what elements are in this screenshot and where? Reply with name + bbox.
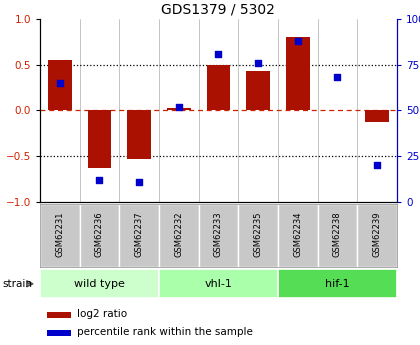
Text: GSM62237: GSM62237 bbox=[134, 211, 144, 257]
Text: GSM62238: GSM62238 bbox=[333, 211, 342, 257]
Bar bbox=[246, 71, 270, 110]
Bar bbox=[159, 269, 278, 298]
Point bbox=[255, 60, 261, 66]
Point bbox=[56, 80, 63, 86]
Text: GSM62235: GSM62235 bbox=[254, 211, 262, 257]
Text: GSM62236: GSM62236 bbox=[95, 211, 104, 257]
Bar bbox=[40, 269, 159, 298]
Point bbox=[176, 104, 182, 109]
Text: wild type: wild type bbox=[74, 279, 125, 289]
Title: GDS1379 / 5302: GDS1379 / 5302 bbox=[161, 2, 276, 17]
Point bbox=[215, 51, 222, 57]
Text: GSM62239: GSM62239 bbox=[373, 211, 381, 257]
Bar bbox=[167, 108, 191, 110]
Bar bbox=[207, 65, 230, 110]
Bar bbox=[87, 110, 111, 168]
Bar bbox=[357, 204, 397, 267]
Bar bbox=[199, 204, 238, 267]
Text: vhl-1: vhl-1 bbox=[205, 279, 232, 289]
Bar bbox=[47, 330, 71, 336]
Text: strain: strain bbox=[2, 279, 32, 289]
Bar bbox=[286, 37, 310, 110]
Bar bbox=[159, 204, 199, 267]
Text: GSM62234: GSM62234 bbox=[293, 211, 302, 257]
Text: GSM62233: GSM62233 bbox=[214, 211, 223, 257]
Bar bbox=[318, 204, 357, 267]
Bar bbox=[127, 110, 151, 159]
Bar bbox=[48, 60, 72, 110]
Text: GSM62232: GSM62232 bbox=[174, 211, 183, 257]
Point bbox=[294, 38, 301, 44]
Bar bbox=[47, 312, 71, 318]
Bar bbox=[79, 204, 119, 267]
Bar bbox=[365, 110, 389, 122]
Text: GSM62231: GSM62231 bbox=[55, 211, 64, 257]
Point bbox=[96, 177, 103, 183]
Point bbox=[136, 179, 142, 185]
Point bbox=[334, 75, 341, 80]
Bar bbox=[278, 269, 397, 298]
Text: log2 ratio: log2 ratio bbox=[77, 309, 127, 319]
Bar bbox=[238, 204, 278, 267]
Text: hif-1: hif-1 bbox=[325, 279, 350, 289]
Point bbox=[374, 162, 381, 168]
Bar bbox=[278, 204, 318, 267]
Text: percentile rank within the sample: percentile rank within the sample bbox=[77, 327, 253, 337]
Bar bbox=[40, 204, 79, 267]
Bar bbox=[119, 204, 159, 267]
